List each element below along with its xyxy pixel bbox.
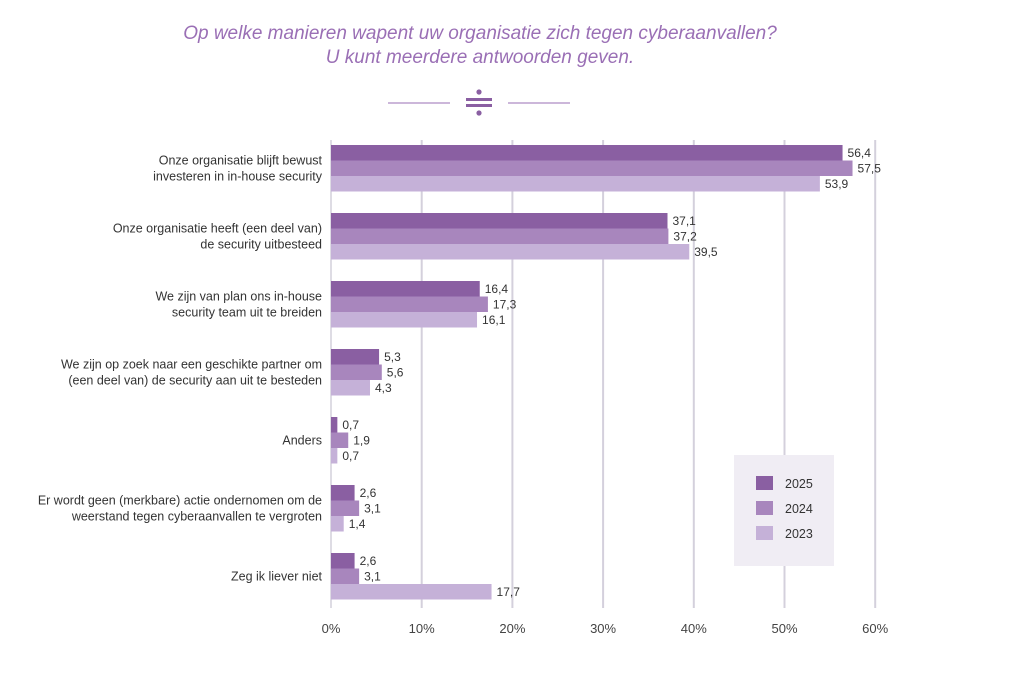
legend-swatch-2023 xyxy=(756,526,773,540)
legend-swatch-2024 xyxy=(756,501,773,515)
x-tick-label: 10% xyxy=(409,621,435,636)
data-label: 1,4 xyxy=(349,517,366,531)
data-label: 0,7 xyxy=(342,449,359,463)
data-label: 5,6 xyxy=(387,365,404,379)
category-label: Onze organisatie blijft bewust xyxy=(159,153,323,167)
data-label: 37,2 xyxy=(673,229,697,243)
category-label: Anders xyxy=(282,433,322,447)
data-label: 57,5 xyxy=(858,161,882,175)
data-label: 2,6 xyxy=(360,554,377,568)
data-label: 17,3 xyxy=(493,297,517,311)
x-tick-label: 50% xyxy=(771,621,797,636)
data-label: 3,1 xyxy=(364,501,381,515)
x-tick-label: 20% xyxy=(499,621,525,636)
category-label: Zeg ik liever niet xyxy=(231,569,323,583)
category-label: (een deel van) de security aan uit te be… xyxy=(68,373,322,387)
chart-title-line-1: Op welke manieren wapent uw organisatie … xyxy=(183,23,777,44)
data-label: 37,1 xyxy=(672,214,696,228)
bar-2025 xyxy=(331,417,338,433)
bar-2023 xyxy=(331,176,820,192)
category-label: Onze organisatie heeft (een deel van) xyxy=(113,221,322,235)
category-label: security team uit te breiden xyxy=(172,305,322,319)
data-label: 3,1 xyxy=(364,569,381,583)
bar-2024 xyxy=(331,296,488,312)
category-label: de security uitbesteed xyxy=(200,237,322,251)
data-label: 2,6 xyxy=(360,486,377,500)
legend-swatch-2025 xyxy=(756,476,773,490)
x-tick-label: 60% xyxy=(862,621,888,636)
bar-2024 xyxy=(331,500,360,516)
divide-icon xyxy=(466,89,492,116)
legend-label: 2024 xyxy=(785,502,813,516)
bar-2025 xyxy=(331,485,355,501)
x-axis-tick-labels: 0% 10% 20% 30% 40% 50% 60% xyxy=(322,621,889,636)
data-label: 56,4 xyxy=(848,146,872,160)
bar-2025 xyxy=(331,145,843,161)
legend: 2025 2024 2023 xyxy=(734,455,834,566)
x-tick-label: 0% xyxy=(322,621,341,636)
category-labels: Onze organisatie blijft bewust investeren… xyxy=(38,153,323,583)
data-label: 16,1 xyxy=(482,313,506,327)
legend-box xyxy=(734,455,834,566)
bar-2023 xyxy=(331,516,344,532)
bar-2023 xyxy=(331,312,478,328)
data-label: 0,7 xyxy=(342,418,359,432)
category-label: We zijn op zoek naar een geschikte partn… xyxy=(61,357,322,371)
bar-2024 xyxy=(331,228,669,244)
bar-2023 xyxy=(331,584,492,600)
value-labels: 56,457,5 53,9 37,137,2 39,5 16,417,3 16,1 5,35… xyxy=(342,146,881,599)
category-label: Er wordt geen (merkbare) actie ondernome… xyxy=(38,493,322,507)
x-tick-label: 40% xyxy=(681,621,707,636)
bar-2025 xyxy=(331,349,380,365)
data-label: 4,3 xyxy=(375,381,392,395)
bar-2025 xyxy=(331,281,480,297)
bar-2024 xyxy=(331,568,360,584)
data-label: 5,3 xyxy=(384,350,401,364)
divider xyxy=(388,89,570,116)
data-label: 16,4 xyxy=(485,282,509,296)
category-label: We zijn van plan ons in-house xyxy=(155,289,322,303)
legend-label: 2025 xyxy=(785,477,813,491)
data-label: 17,7 xyxy=(497,585,521,599)
chart-title-line-2: U kunt meerdere antwoorden geven. xyxy=(325,47,635,68)
legend-label: 2023 xyxy=(785,527,813,541)
category-label: investeren in in-house security xyxy=(153,169,323,183)
bar-2024 xyxy=(331,160,853,176)
bar-2025 xyxy=(331,213,668,229)
bar-2025 xyxy=(331,553,355,569)
data-label: 53,9 xyxy=(825,177,849,191)
data-label: 39,5 xyxy=(694,245,718,259)
bars xyxy=(331,145,853,600)
x-tick-label: 30% xyxy=(590,621,616,636)
category-label: weerstand tegen cyberaanvallen te vergro… xyxy=(71,509,322,523)
bar-2023 xyxy=(331,380,371,396)
bar-2024 xyxy=(331,432,349,448)
bar-2023 xyxy=(331,244,690,260)
data-label: 1,9 xyxy=(353,433,370,447)
bar-2023 xyxy=(331,448,338,464)
bar-2024 xyxy=(331,364,382,380)
